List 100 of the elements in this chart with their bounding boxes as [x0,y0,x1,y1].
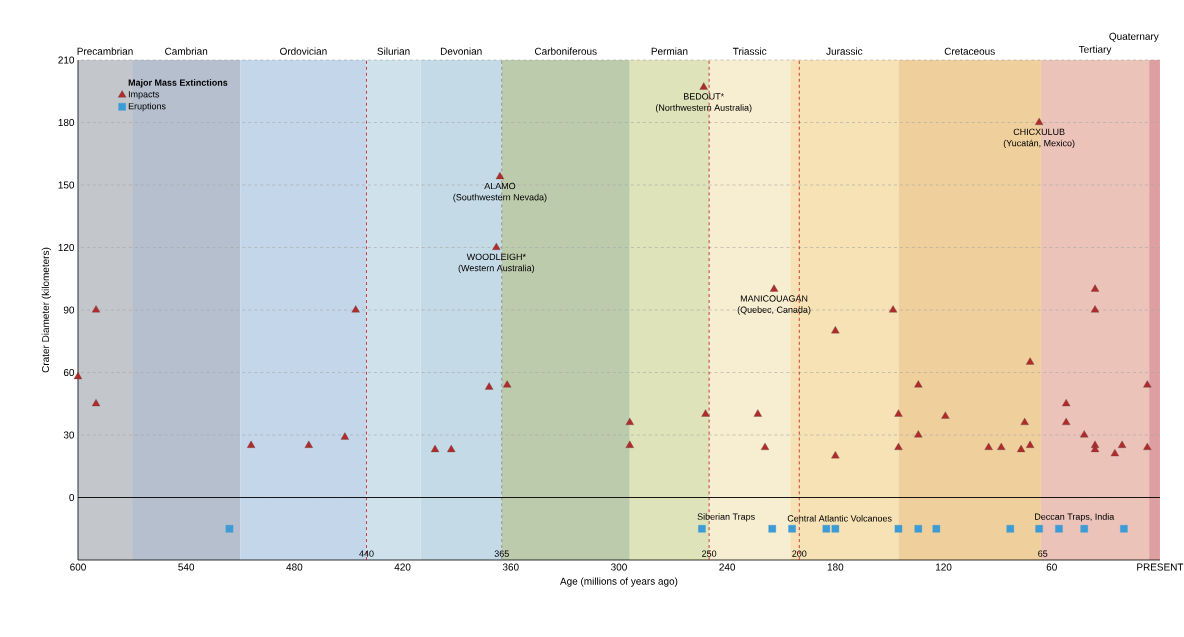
point [822,525,831,533]
y-tick-label: 210 [58,56,75,64]
band-label: Ordovician [280,47,327,55]
y-tick-label: 30 [63,431,75,439]
band-label: Cambrian [165,47,208,55]
band-label: Triassic [732,47,767,55]
band-label: Silurian [377,47,410,55]
point [788,525,796,533]
legend-label: Eruptions [128,102,166,112]
annotation: BEDOUT* [684,93,724,100]
legend-title: Major Mass Extinctions [128,79,228,88]
point [941,411,950,419]
point [1110,449,1119,457]
point [1090,444,1100,453]
point [73,371,83,380]
point [340,432,349,440]
x-tick-label: 240 [719,563,736,571]
point [1006,525,1015,533]
band-label: Devonian [440,47,482,55]
band-label: Tertiary [1078,45,1112,55]
point [485,382,494,390]
annotation: Deccan Traps, India [1035,513,1115,522]
annotation: (Western Australia) [458,264,535,273]
x-tick-label: PRESENT [1137,563,1184,571]
point [1055,525,1063,533]
ref-line-label: 440 [359,550,374,557]
point [701,409,710,417]
y-axis-title: Crater Diameter (kilometers) [41,247,51,373]
annotation: (Yucatán, Mexico) [1003,139,1075,149]
band-label: Quaternary [1109,32,1159,42]
point [768,525,776,533]
band-label: Precambrian [77,47,133,55]
point [91,305,101,313]
point [246,440,256,448]
point [625,417,634,425]
x-tick-label: 360 [502,563,519,571]
point [1120,525,1128,533]
annotation: Siberian Traps [697,513,755,522]
point [1143,380,1152,388]
annotation: (Northwestern Australia) [655,104,752,113]
x-tick-label: 120 [936,563,952,571]
point [698,525,706,533]
ref-line-label: 200 [792,550,807,557]
annotation: WOODLEIGH* [466,253,526,261]
point [831,326,840,334]
point [225,525,234,533]
x-tick-label: 420 [394,563,411,571]
band-label: Cretaceous [944,47,995,55]
annotation: MANICOUAGAN [740,295,808,302]
x-axis-title: Age (millions of years ago) [560,577,678,587]
y-tick-label: 0 [69,493,75,502]
point [831,525,840,533]
point [91,399,101,407]
band-label: Carboniferous [534,47,597,55]
point [760,442,770,450]
x-tick-label: 540 [178,563,195,571]
point [932,525,941,533]
point [914,380,923,388]
point [1025,357,1035,365]
point [984,442,993,450]
annotation: (Quebec, Canada) [737,306,811,315]
point [699,82,708,90]
point [1090,284,1100,292]
y-tick-label: 120 [58,243,75,252]
point [894,442,903,450]
x-tick-label: 600 [70,563,86,571]
point [447,444,456,453]
point [351,305,360,313]
point [492,242,501,250]
point [495,171,505,180]
x-tick-label: 180 [827,563,844,571]
x-tick-label: 60 [1046,563,1057,571]
annotation: (Southwestern Nevada) [453,193,547,203]
point [304,440,313,448]
point [1035,525,1043,533]
point [1117,440,1127,448]
point [1025,440,1035,448]
point [1035,117,1044,125]
ref-line-label: 250 [702,550,717,557]
x-tick-label: 300 [611,563,627,571]
point [1080,430,1089,438]
point [914,430,923,438]
point [894,409,903,417]
point [753,409,762,417]
ref-line-label: 365 [494,550,509,557]
annotation: CHICXULUB [1013,128,1065,136]
point [914,525,923,533]
annotation: ALAMO [484,182,516,190]
point [894,525,903,533]
annotation: Central Atlantic Volcanoes [787,515,892,522]
y-tick-label: 60 [63,368,75,377]
x-tick-label: 480 [286,563,303,571]
point [1080,525,1088,533]
point [1143,442,1152,450]
point [1016,444,1026,453]
y-tick-label: 150 [58,181,75,189]
legend-label: Impacts [128,91,160,100]
annotation: 65 [1038,550,1048,557]
point [625,440,634,448]
band-label: Permian [651,47,688,55]
